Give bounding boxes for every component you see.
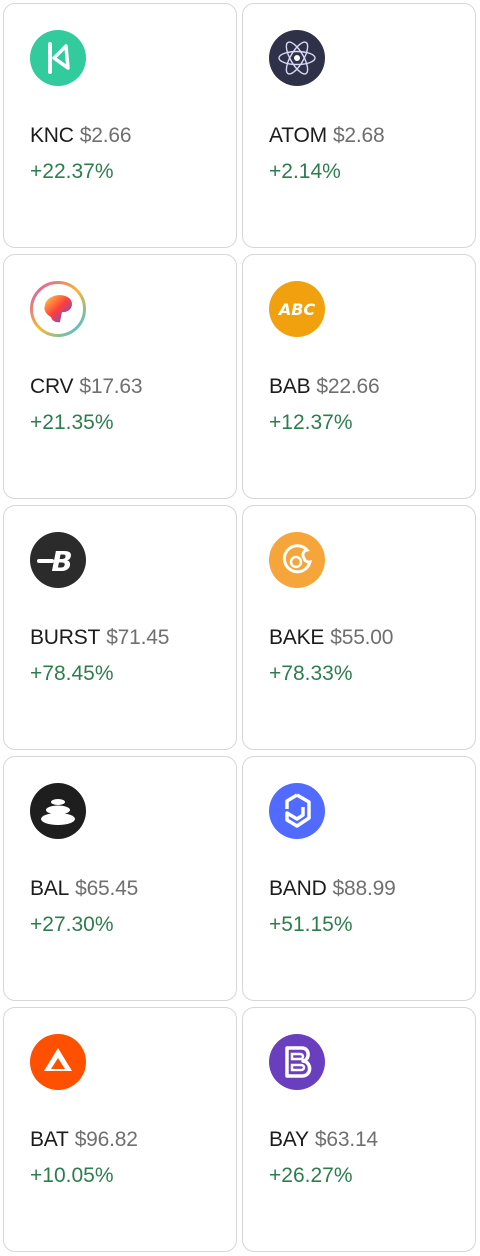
coin-ticker-line: BAY $63.14 bbox=[269, 1128, 378, 1152]
coin-symbol: KNC bbox=[30, 124, 74, 147]
coin-change: +78.33% bbox=[269, 662, 353, 685]
band-logo-icon bbox=[269, 783, 325, 839]
coin-symbol: BAND bbox=[269, 877, 327, 900]
coin-ticker-line: BAL $65.45 bbox=[30, 877, 138, 901]
coin-ticker-line: BAT $96.82 bbox=[30, 1128, 138, 1152]
coin-card-bat[interactable]: BAT $96.82 +10.05% bbox=[3, 1007, 237, 1252]
coin-card-knc[interactable]: KNC $2.66 +22.37% bbox=[3, 3, 237, 248]
bab-logo-icon: ABC bbox=[269, 281, 325, 337]
coin-change: +26.27% bbox=[269, 1164, 353, 1187]
coin-change: +22.37% bbox=[30, 160, 114, 183]
coin-ticker-line: CRV $17.63 bbox=[30, 375, 143, 399]
coin-price: $22.66 bbox=[316, 375, 380, 398]
coin-price: $2.66 bbox=[79, 124, 132, 147]
coin-card-bal[interactable]: BAL $65.45 +27.30% bbox=[3, 756, 237, 1001]
bat-logo-icon bbox=[30, 1034, 86, 1090]
burst-logo-icon: B bbox=[30, 532, 86, 588]
coin-symbol: CRV bbox=[30, 375, 74, 398]
coin-change: +51.15% bbox=[269, 913, 353, 936]
bake-logo-icon bbox=[269, 532, 325, 588]
bal-logo-icon bbox=[30, 783, 86, 839]
coin-ticker-line: BAKE $55.00 bbox=[269, 626, 393, 650]
coin-price: $88.99 bbox=[332, 877, 396, 900]
coin-ticker-line: BAND $88.99 bbox=[269, 877, 396, 901]
coin-symbol: BURST bbox=[30, 626, 101, 649]
coin-card-bab[interactable]: ABC BAB $22.66 +12.37% bbox=[242, 254, 476, 499]
coin-change: +27.30% bbox=[30, 913, 114, 936]
coin-card-bake[interactable]: BAKE $55.00 +78.33% bbox=[242, 505, 476, 750]
coin-card-crv[interactable]: CRV $17.63 +21.35% bbox=[3, 254, 237, 499]
coin-ticker-line: ATOM $2.68 bbox=[269, 124, 385, 148]
coin-symbol: BAB bbox=[269, 375, 311, 398]
coin-price: $63.14 bbox=[314, 1128, 378, 1151]
coin-ticker-line: BURST $71.45 bbox=[30, 626, 169, 650]
coin-price: $71.45 bbox=[106, 626, 170, 649]
coin-price: $2.68 bbox=[332, 124, 385, 147]
coin-grid: KNC $2.66 +22.37% ATOM $2.68 +2.14% bbox=[3, 3, 477, 1252]
coin-ticker-line: KNC $2.66 bbox=[30, 124, 132, 148]
coin-change: +21.35% bbox=[30, 411, 114, 434]
coin-symbol: BAY bbox=[269, 1128, 309, 1151]
coin-symbol: BAL bbox=[30, 877, 70, 900]
coin-card-band[interactable]: BAND $88.99 +51.15% bbox=[242, 756, 476, 1001]
coin-symbol: BAKE bbox=[269, 626, 325, 649]
atom-logo-icon bbox=[269, 30, 325, 86]
coin-symbol: BAT bbox=[30, 1128, 69, 1151]
coin-change: +78.45% bbox=[30, 662, 114, 685]
crv-logo-icon bbox=[30, 281, 86, 337]
coin-change: +12.37% bbox=[269, 411, 353, 434]
coin-ticker-line: BAB $22.66 bbox=[269, 375, 380, 399]
coin-price: $17.63 bbox=[79, 375, 143, 398]
coin-card-bay[interactable]: BAY $63.14 +26.27% bbox=[242, 1007, 476, 1252]
knc-logo-icon bbox=[30, 30, 86, 86]
coin-price: $65.45 bbox=[75, 877, 139, 900]
coin-change: +10.05% bbox=[30, 1164, 114, 1187]
svg-text:ABC: ABC bbox=[277, 300, 316, 319]
svg-text:B: B bbox=[51, 545, 72, 578]
coin-card-atom[interactable]: ATOM $2.68 +2.14% bbox=[242, 3, 476, 248]
coin-card-burst[interactable]: B BURST $71.45 +78.45% bbox=[3, 505, 237, 750]
coin-price: $96.82 bbox=[74, 1128, 138, 1151]
coin-change: +2.14% bbox=[269, 160, 341, 183]
coin-price: $55.00 bbox=[330, 626, 394, 649]
coin-symbol: ATOM bbox=[269, 124, 327, 147]
bay-logo-icon bbox=[269, 1034, 325, 1090]
